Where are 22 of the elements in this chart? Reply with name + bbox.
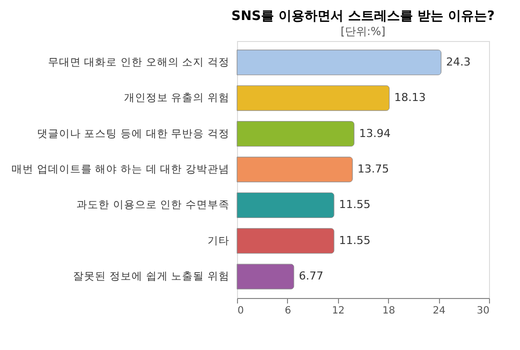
x-tick-label: 0 bbox=[238, 306, 244, 316]
y-tick-label: 기타 bbox=[208, 234, 230, 247]
data-label: 11.55 bbox=[339, 234, 371, 247]
data-label: 24.3 bbox=[446, 55, 471, 68]
x-tick-label: 24 bbox=[432, 306, 446, 316]
x-tick-label: 12 bbox=[332, 306, 345, 316]
y-tick-label: 매번 업데이트를 해야 하는 데 대한 강박관념 bbox=[11, 164, 230, 176]
data-label: 6.77 bbox=[298, 270, 324, 283]
data-label: 18.13 bbox=[394, 91, 426, 104]
data-label: 13.94 bbox=[359, 126, 391, 140]
chart-subtitle: [단위:%] bbox=[340, 25, 386, 38]
y-tick-label: 무대면 대화로 인한 오해의 소지 걱정 bbox=[48, 56, 230, 68]
y-tick-label: 과도한 이용으로 인한 수면부족 bbox=[76, 199, 230, 212]
data-label: 11.55 bbox=[339, 198, 371, 212]
data-label: 13.75 bbox=[358, 162, 389, 176]
x-tick-label: 6 bbox=[284, 306, 292, 316]
y-tick-label: 댓글이나 포스팅 등에 대한 무반응 걱정 bbox=[36, 128, 230, 140]
y-tick-label: 개인정보 유출의 위험 bbox=[124, 92, 230, 104]
chart-title: SNS를 이용하면서 스트레스를 받는 이유는? bbox=[231, 9, 495, 24]
x-tick-label: 30 bbox=[476, 306, 490, 316]
y-tick-label: 잘못된 정보에 쉽게 노출될 위험 bbox=[73, 270, 230, 283]
x-tick-label: 18 bbox=[382, 306, 396, 316]
